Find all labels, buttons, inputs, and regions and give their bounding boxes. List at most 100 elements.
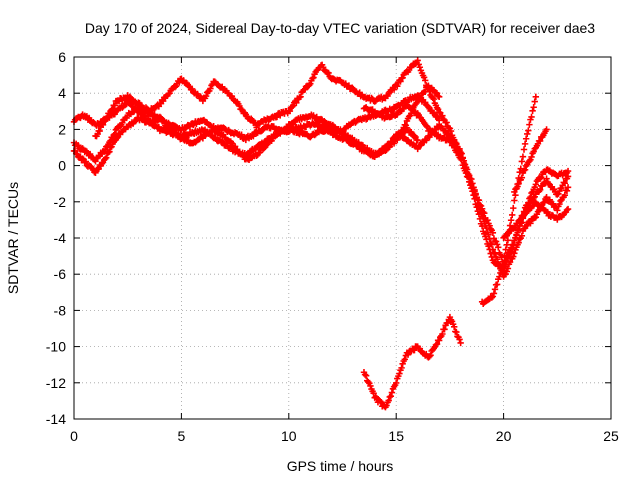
y-tick-label: 0 bbox=[58, 158, 66, 174]
data-point bbox=[528, 153, 535, 161]
series-track-i bbox=[511, 126, 550, 196]
data-point bbox=[460, 157, 468, 164]
data-point bbox=[507, 217, 515, 224]
data-point bbox=[502, 246, 509, 253]
data-point bbox=[96, 127, 103, 135]
data-point bbox=[388, 389, 396, 396]
data-point bbox=[543, 175, 550, 182]
data-point bbox=[396, 370, 403, 377]
data-point bbox=[429, 94, 436, 102]
data-point bbox=[554, 191, 561, 198]
series-track-d bbox=[70, 82, 443, 177]
data-point bbox=[289, 102, 297, 110]
data-point bbox=[479, 208, 487, 216]
data-point bbox=[496, 273, 503, 280]
data-point bbox=[564, 184, 572, 191]
data-point bbox=[207, 85, 214, 92]
data-point bbox=[127, 94, 135, 102]
data-point bbox=[437, 334, 444, 341]
data-point bbox=[561, 179, 569, 187]
data-point bbox=[411, 132, 418, 139]
data-point bbox=[459, 154, 466, 161]
data-point bbox=[109, 105, 116, 113]
data-point bbox=[457, 149, 464, 156]
data-point bbox=[75, 142, 82, 149]
x-tick-label: 25 bbox=[603, 428, 619, 444]
data-point bbox=[119, 119, 126, 127]
data-point bbox=[328, 128, 335, 135]
data-point bbox=[399, 127, 406, 134]
series-track-h bbox=[478, 93, 540, 308]
data-point bbox=[345, 82, 353, 89]
data-point bbox=[472, 190, 479, 197]
data-point bbox=[433, 340, 441, 348]
data-point bbox=[478, 205, 486, 212]
data-point bbox=[398, 364, 405, 372]
data-point bbox=[376, 397, 384, 405]
data-point bbox=[532, 181, 540, 188]
data-point bbox=[426, 353, 433, 360]
data-point bbox=[513, 231, 520, 238]
data-point bbox=[474, 207, 482, 215]
tick-layer bbox=[73, 56, 612, 420]
data-point bbox=[457, 339, 464, 347]
data-point bbox=[489, 229, 497, 237]
data-point bbox=[420, 74, 428, 81]
data-point bbox=[563, 187, 571, 195]
y-tick-label: -8 bbox=[54, 302, 67, 318]
y-tick-label: 2 bbox=[58, 121, 66, 137]
data-point bbox=[110, 131, 117, 139]
data-point bbox=[518, 174, 526, 181]
y-tick-label: 6 bbox=[58, 49, 66, 65]
data-point bbox=[497, 269, 504, 277]
data-point bbox=[367, 382, 374, 390]
data-point bbox=[385, 397, 392, 404]
data-point bbox=[528, 189, 535, 197]
data-point bbox=[510, 253, 517, 260]
data-point bbox=[475, 211, 483, 218]
data-point bbox=[439, 112, 446, 119]
data-point bbox=[171, 83, 179, 91]
data-point bbox=[107, 144, 114, 151]
data-point bbox=[394, 82, 401, 90]
data-point bbox=[515, 180, 522, 187]
data-point bbox=[512, 234, 519, 242]
data-point bbox=[564, 173, 572, 180]
data-point bbox=[101, 146, 109, 153]
data-point bbox=[421, 77, 429, 84]
data-point bbox=[456, 336, 463, 343]
data-point bbox=[524, 130, 531, 138]
data-point bbox=[404, 351, 412, 358]
data-point bbox=[483, 236, 490, 243]
data-point bbox=[515, 239, 522, 246]
data-point bbox=[501, 252, 508, 259]
data-point bbox=[202, 92, 210, 100]
data-point bbox=[543, 126, 550, 133]
data-point bbox=[208, 82, 215, 89]
data-point bbox=[393, 379, 400, 387]
data-point bbox=[510, 204, 517, 212]
data-point bbox=[516, 235, 523, 243]
series-track-f bbox=[360, 101, 572, 274]
data-point bbox=[250, 133, 257, 140]
data-point bbox=[519, 153, 527, 160]
data-point bbox=[401, 356, 408, 363]
data-point bbox=[557, 197, 564, 205]
x-tick-label: 10 bbox=[281, 428, 297, 444]
data-point bbox=[498, 265, 505, 272]
data-point bbox=[483, 224, 490, 232]
data-point bbox=[104, 113, 111, 121]
data-point bbox=[86, 150, 94, 158]
data-point bbox=[256, 149, 264, 156]
data-point bbox=[561, 191, 569, 199]
ytick-label-layer: -14 -12 -10 -8 -6 -4 -2 0 2 4 6 bbox=[46, 49, 66, 427]
data-point bbox=[525, 127, 532, 134]
data-point bbox=[499, 264, 506, 271]
data-point bbox=[176, 79, 183, 86]
data-point bbox=[503, 268, 511, 275]
data-point bbox=[520, 146, 528, 153]
data-point bbox=[464, 171, 472, 178]
x-axis-label: GPS time / hours bbox=[287, 458, 394, 474]
data-point bbox=[441, 326, 448, 333]
